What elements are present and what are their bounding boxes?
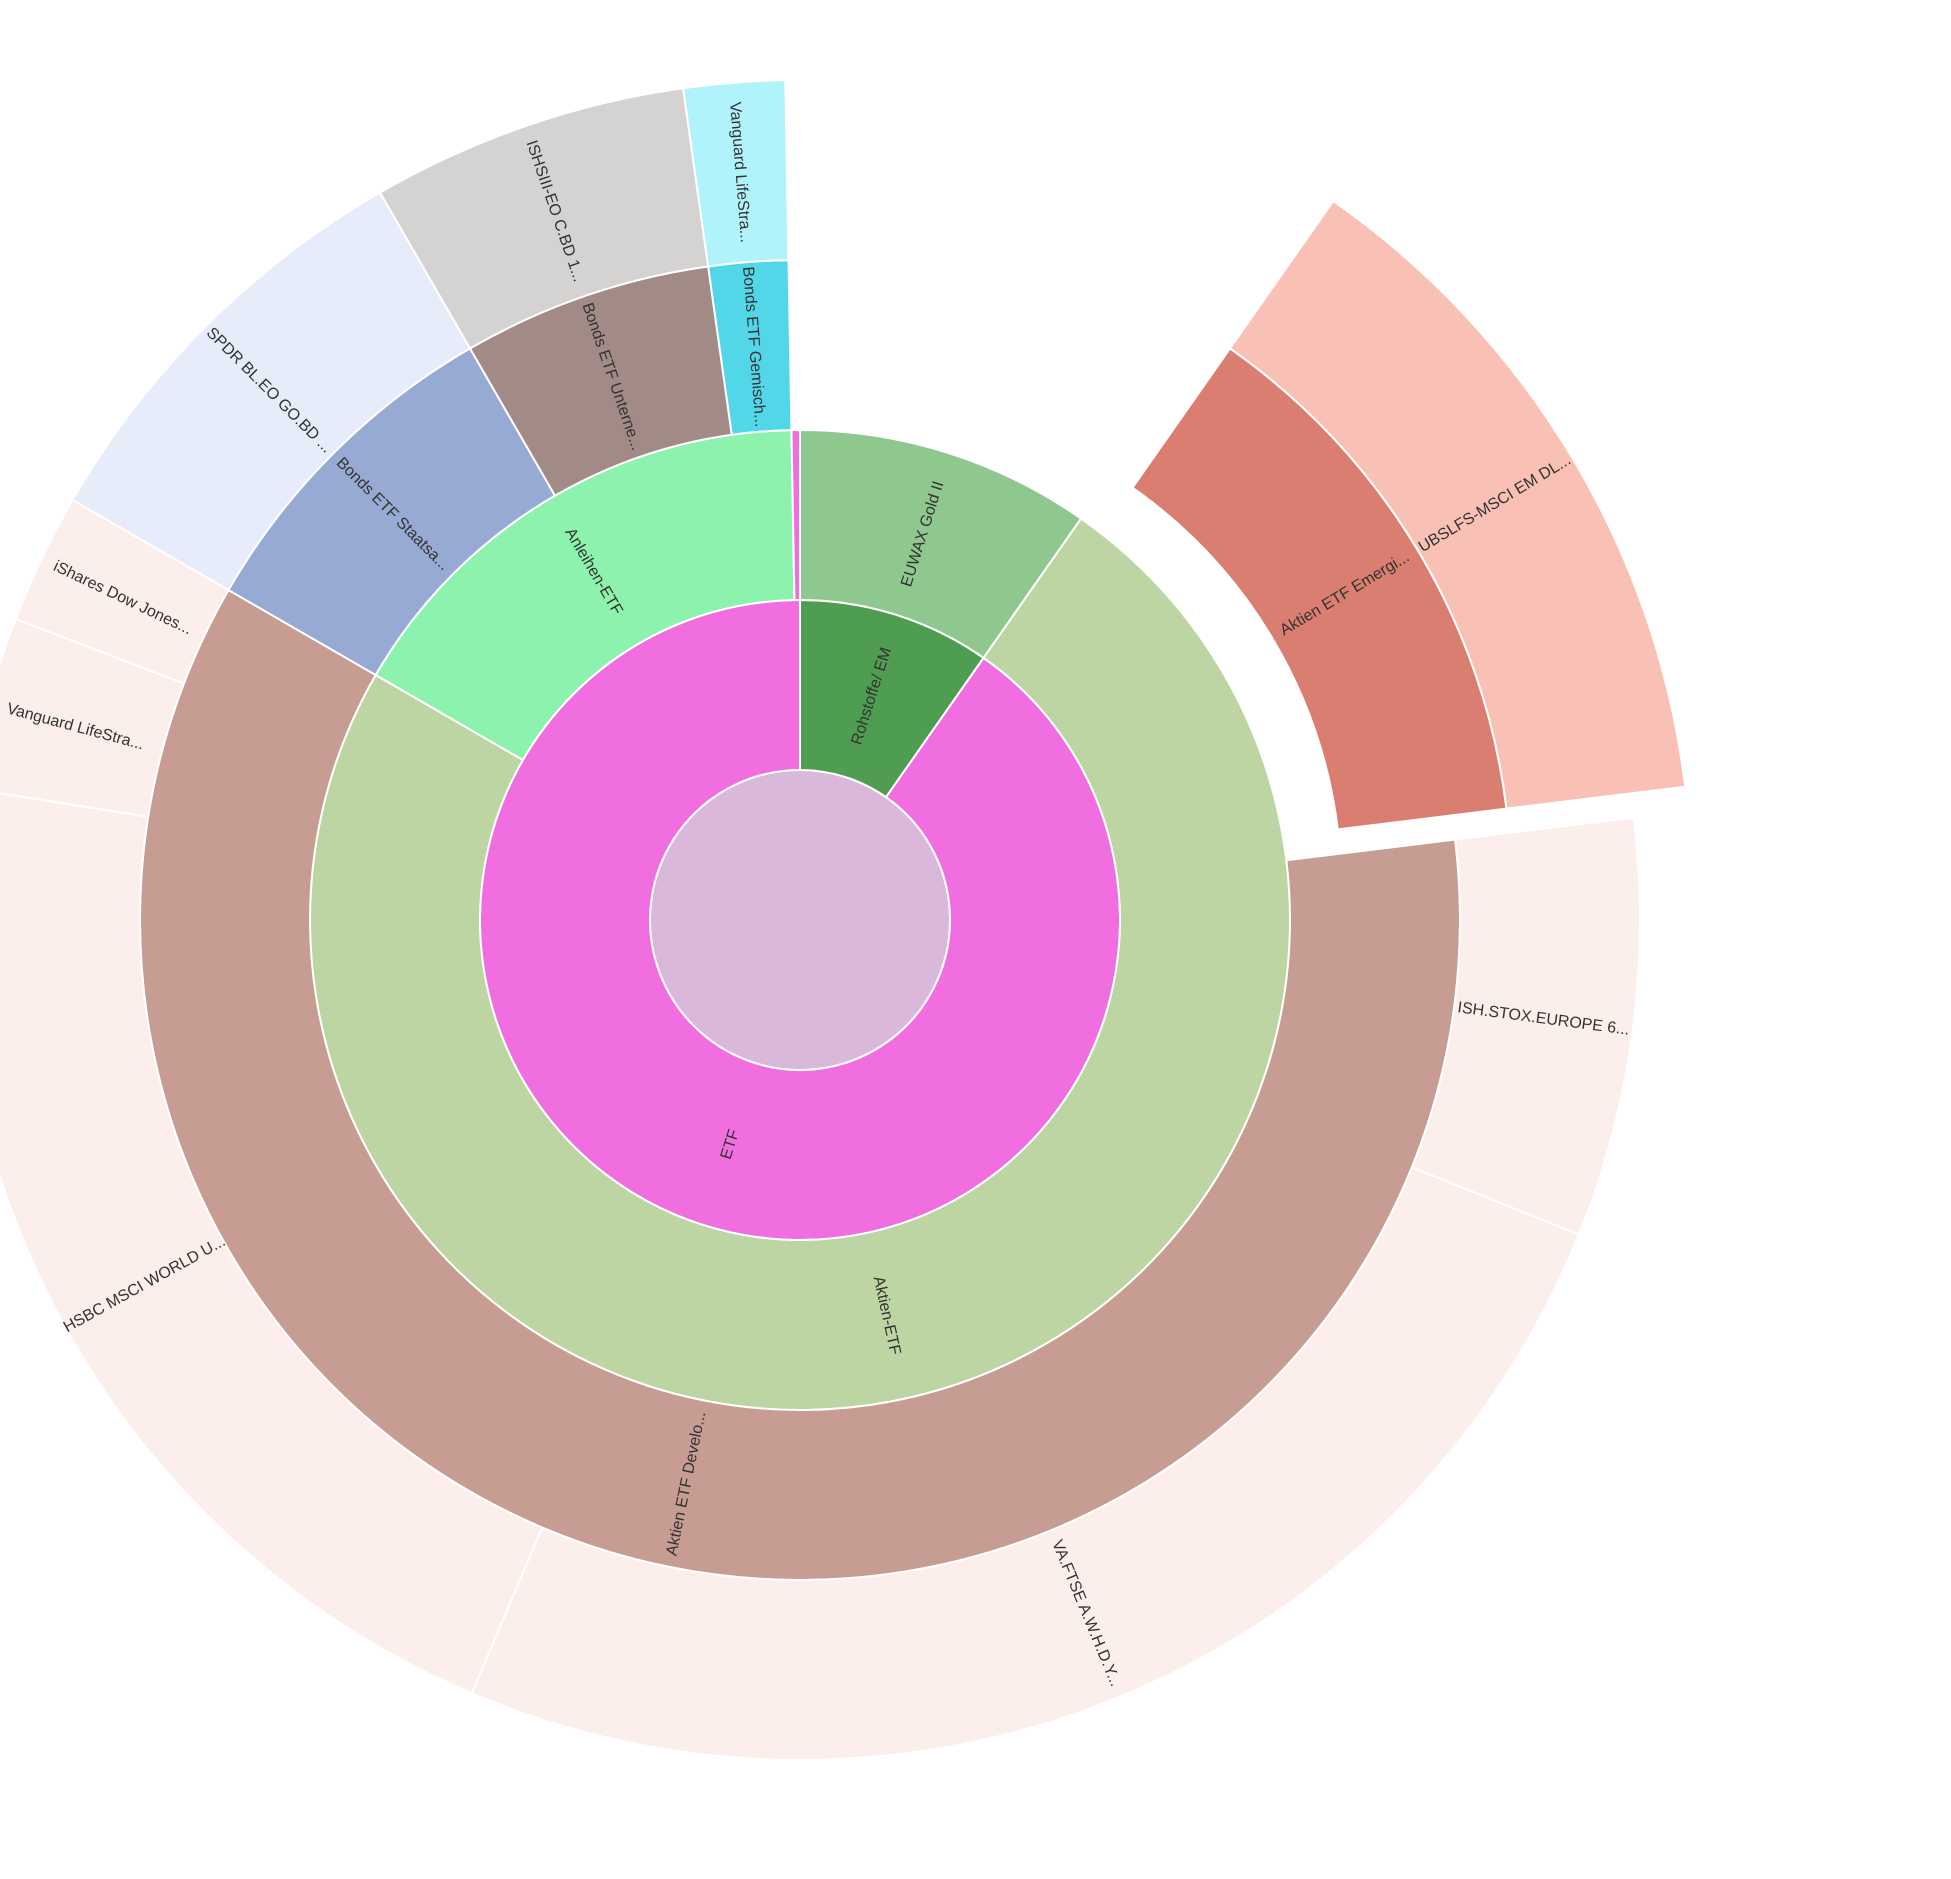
segment-vanguard-lifestrategy-bond[interactable] xyxy=(682,79,790,268)
segment-hsbc-msci-world[interactable] xyxy=(0,789,544,1695)
segment-portfolio-root[interactable] xyxy=(649,769,951,1071)
segment-etf-unlabeled-sliver[interactable] xyxy=(790,429,801,602)
segment-ubslfs-msci-em[interactable] xyxy=(1228,200,1687,810)
segment-va-ftse-awhdy[interactable] xyxy=(470,1166,1580,1761)
